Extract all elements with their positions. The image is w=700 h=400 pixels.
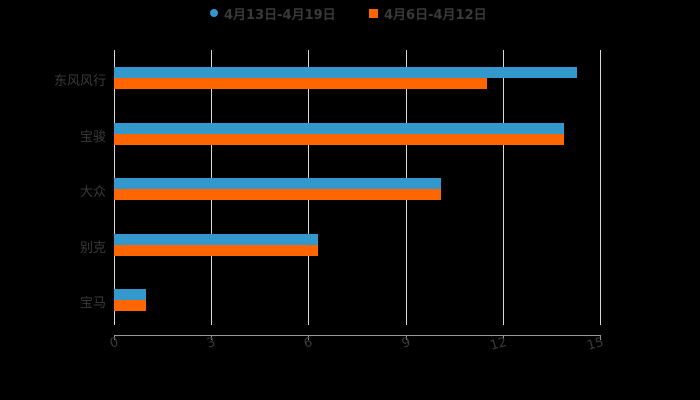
gridline xyxy=(503,50,504,325)
bar-series2[interactable] xyxy=(114,245,318,256)
axis-tick xyxy=(308,335,309,340)
bar-series2[interactable] xyxy=(114,189,441,200)
gridline xyxy=(600,50,601,325)
x-tick-label: 15 xyxy=(586,335,606,354)
chart-legend: 4月13日-4月19日 4月6日-4月12日 xyxy=(0,3,700,23)
circle-marker-icon xyxy=(210,9,218,17)
legend-label: 4月13日-4月19日 xyxy=(224,7,336,23)
bar-series1[interactable] xyxy=(114,123,564,134)
bar-series1[interactable] xyxy=(114,234,318,245)
axis-tick xyxy=(211,335,212,340)
y-category-label: 别克 xyxy=(79,241,106,256)
square-marker-icon xyxy=(369,8,378,18)
y-category-label: 宝马 xyxy=(79,296,106,311)
bar-series2[interactable] xyxy=(114,78,487,89)
y-category-label: 宝骏 xyxy=(79,130,106,145)
axis-tick xyxy=(600,335,601,340)
x-tick-label: 3 xyxy=(205,335,217,352)
x-tick-label: 6 xyxy=(302,335,314,352)
legend-item-series1[interactable]: 4月13日-4月19日 xyxy=(210,3,336,23)
axis-tick xyxy=(503,335,504,340)
x-tick-label: 12 xyxy=(489,335,509,354)
legend-label: 4月6日-4月12日 xyxy=(384,7,487,23)
bar-series1[interactable] xyxy=(114,289,146,300)
legend-item-series2[interactable]: 4月6日-4月12日 xyxy=(369,3,487,23)
bar-series2[interactable] xyxy=(114,134,564,145)
axis-tick xyxy=(114,335,115,340)
y-category-label: 东风风行 xyxy=(53,74,106,89)
y-category-label: 大众 xyxy=(79,185,106,200)
x-axis-line xyxy=(114,335,601,336)
bar-series1[interactable] xyxy=(114,178,441,189)
bar-series1[interactable] xyxy=(114,67,577,78)
x-tick-label: 9 xyxy=(400,335,412,352)
x-tick-label: 0 xyxy=(108,335,120,352)
axis-tick xyxy=(406,335,407,340)
bar-series2[interactable] xyxy=(114,300,146,311)
